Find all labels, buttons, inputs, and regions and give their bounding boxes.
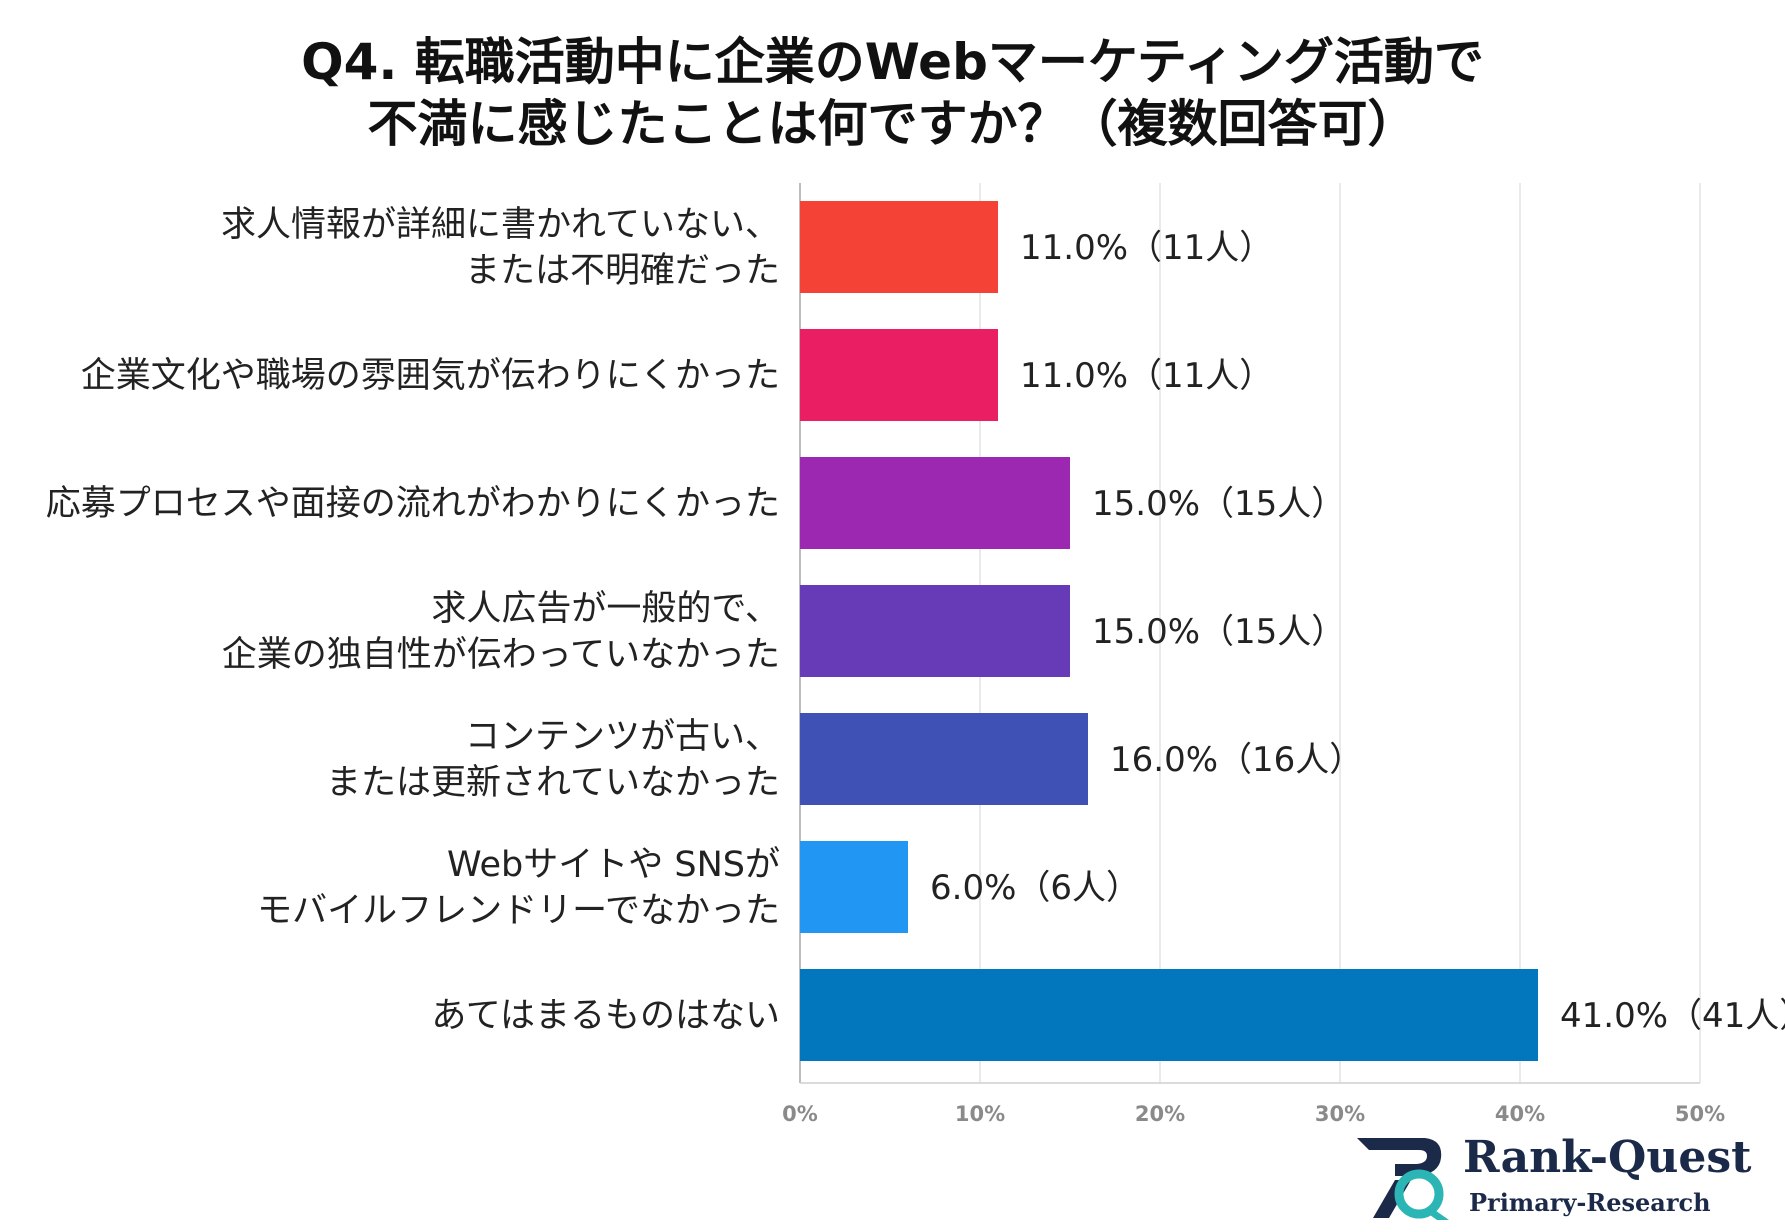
value-label-1: 11.0%（11人）: [1020, 228, 1273, 268]
x-tick-label-0: 0%: [782, 1102, 818, 1126]
logo-subtitle: Primary-Research: [1469, 1188, 1711, 1217]
category-label-6-line-2: モバイルフレンドリーでなかった: [257, 891, 780, 931]
category-label-3-line-1: 応募プロセスや面接の流れがわかりにくかった: [46, 484, 780, 524]
category-label-4-line-2: 企業の独自性が伝わっていなかった: [222, 635, 780, 675]
bar-4: [800, 585, 1070, 677]
rank-quest-logo: Rank-Quest Primary-Research: [1355, 1132, 1755, 1222]
chart-title-line-1: Q4. 転職活動中に企業のWebマーケティング活動で: [301, 33, 1484, 91]
value-label-6: 6.0%（6人）: [930, 868, 1140, 908]
chart-title-line-2: 不満に感じたことは何ですか？（複数回答可）: [367, 95, 1418, 153]
x-tick-label-50: 50%: [1675, 1102, 1725, 1126]
x-tick-label-40: 40%: [1495, 1102, 1545, 1126]
value-label-4: 15.0%（15人）: [1092, 612, 1345, 652]
bar-1: [800, 201, 998, 293]
category-label-7-line-1: あてはまるものはない: [431, 996, 780, 1036]
category-label-1-line-2: または不明確だった: [465, 251, 780, 291]
bar-7: [800, 969, 1538, 1061]
category-label-2-line-1: 企業文化や職場の雰囲気が伝わりにくかった: [81, 356, 780, 396]
x-tick-label-10: 10%: [955, 1102, 1005, 1126]
bar-3: [800, 457, 1070, 549]
value-label-7: 41.0%（41人）: [1560, 996, 1785, 1036]
x-tick-label-20: 20%: [1135, 1102, 1185, 1126]
category-label-5-line-2: または更新されていなかった: [326, 763, 780, 803]
x-tick-label-30: 30%: [1315, 1102, 1365, 1126]
bar-6: [800, 841, 908, 933]
category-label-5-line-1: コンテンツが古い、: [465, 717, 780, 757]
category-label-6-line-1: Webサイトや SNSが: [447, 845, 780, 885]
bar-5: [800, 713, 1088, 805]
value-label-5: 16.0%（16人）: [1110, 740, 1363, 780]
value-label-3: 15.0%（15人）: [1092, 484, 1345, 524]
category-label-1-line-1: 求人情報が詳細に書かれていない、: [221, 205, 780, 245]
category-label-4-line-1: 求人広告が一般的で、: [431, 589, 780, 629]
rank-quest-logo-icon: [1357, 1138, 1449, 1220]
value-label-2: 11.0%（11人）: [1020, 356, 1273, 396]
logo-name: Rank-Quest: [1463, 1132, 1752, 1183]
bar-2: [800, 329, 998, 421]
